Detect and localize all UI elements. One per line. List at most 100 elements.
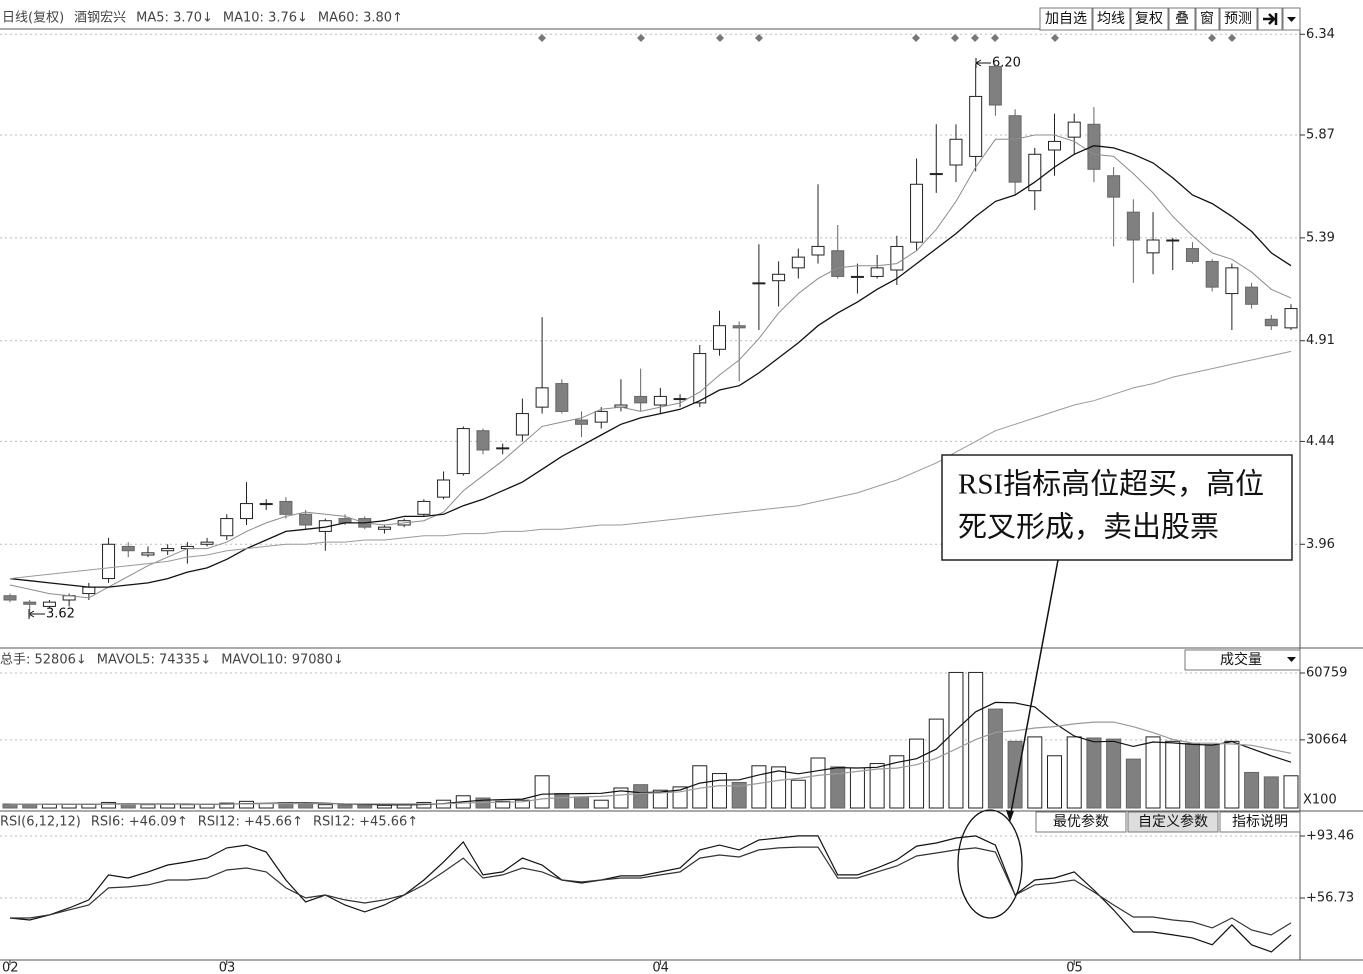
line-series (9, 350, 1292, 580)
y-tick-label: 4.44 (1306, 434, 1335, 449)
candle-body (1245, 286, 1259, 305)
toolbar-button[interactable] (1219, 7, 1258, 31)
low-label: 3.62 (46, 607, 75, 622)
toolbar-button[interactable] (1092, 7, 1131, 31)
y-tick-label: +93.46 (1306, 829, 1354, 844)
candle-body (1284, 308, 1298, 329)
candle-body (870, 267, 884, 277)
indicator-button[interactable] (1219, 811, 1301, 833)
y-tick-label: 6.34 (1306, 27, 1335, 42)
volume-bar (790, 779, 806, 809)
candle-body (988, 65, 1002, 106)
icon-dropdown (1287, 17, 1296, 22)
legend-text: RSI(6,12,12) (0, 815, 81, 830)
legend-text: 总手: 52806↓ (0, 653, 87, 668)
volume-bar (337, 804, 353, 809)
candle-body (791, 256, 805, 269)
icon-jump (1263, 13, 1278, 25)
candle-body (279, 500, 293, 515)
candle-body (969, 95, 983, 157)
candle-body (417, 500, 431, 515)
candle-body (673, 398, 687, 401)
signal-marker (538, 34, 546, 42)
volume-bar (869, 763, 885, 809)
volume-bar (1125, 758, 1141, 809)
volume-bar (1184, 743, 1200, 809)
callout-text: RSI指标高位超买，高位 (958, 468, 1264, 501)
candle-body (653, 395, 667, 406)
indicator-button[interactable] (1035, 811, 1127, 833)
legend-text: MAVOL5: 74335↓ (97, 653, 211, 668)
candle-body (910, 183, 924, 243)
signal-marker (912, 34, 920, 42)
candle-body (1048, 140, 1062, 151)
volume-bar (593, 799, 609, 809)
volume-bar (298, 803, 314, 809)
volume-bar (751, 765, 767, 809)
candle-body (239, 503, 253, 520)
candle-body (1205, 260, 1219, 288)
candle-body (200, 541, 214, 545)
candle-body (555, 383, 569, 412)
callout-text: 死叉形成，卖出股票 (958, 511, 1219, 544)
candle-body (575, 419, 589, 425)
callout-pointer (1009, 559, 1059, 819)
candle-body (121, 545, 135, 552)
candle-body (1067, 121, 1081, 138)
volume-bar (554, 793, 570, 809)
volume-bar (160, 803, 176, 809)
candle-body (476, 430, 490, 451)
signal-marker (1208, 34, 1216, 42)
candle-body (161, 548, 175, 552)
y-tick-label: 3.96 (1306, 537, 1335, 552)
volume-bar (1066, 736, 1082, 809)
candle-body (496, 447, 510, 450)
toolbar-label: 复权 (1135, 10, 1163, 27)
toolbar-label: 预测 (1224, 11, 1252, 27)
callout: RSI指标高位超买，高位 死叉形成，卖出股票 (941, 454, 1293, 919)
x-tick-label: 05 (1066, 961, 1083, 974)
candle-body (949, 138, 963, 166)
candle-body (299, 513, 313, 526)
volume-bar (238, 800, 254, 809)
candle-body (1008, 115, 1022, 183)
candle-body (1146, 239, 1160, 254)
volume-bar (1165, 740, 1181, 809)
callout-arrowhead (1006, 810, 1014, 822)
line-series (9, 145, 1292, 588)
volume-bar (140, 804, 156, 809)
toolbar-button[interactable] (1168, 7, 1196, 31)
plots: 6.34 5.87 5.39 4.91 4.44 3.96 02 03 04 05 日线(复权) 酒钢… (0, 10, 1354, 974)
toolbar-label: 叠 (1175, 11, 1189, 27)
candle-body (220, 518, 234, 537)
volume-bar (22, 804, 38, 809)
toolbar-button[interactable] (1195, 7, 1220, 31)
signal-marker (716, 34, 724, 42)
legend-text: RSI6: +46.09↑ (91, 815, 188, 830)
legend-text: RSI12: +45.66↑ (198, 815, 303, 830)
volume-bar (376, 804, 392, 809)
callout-box (941, 454, 1293, 561)
volume-bar (1263, 776, 1279, 809)
volume-bar (849, 767, 865, 809)
signal-markers (538, 34, 1236, 42)
y-tick-label: 5.39 (1306, 230, 1335, 245)
volume-bar (633, 784, 649, 809)
candle-body (1028, 153, 1042, 192)
volume-bar (652, 789, 668, 809)
toolbar-button[interactable] (1130, 7, 1169, 31)
signal-marker (971, 34, 979, 42)
candle-body (23, 601, 37, 605)
signal-marker (1051, 34, 1059, 42)
selector-label: 成交量 (1220, 651, 1262, 668)
volume-bar (1047, 755, 1063, 809)
line-series (10, 846, 1292, 936)
toolbar-button[interactable] (1039, 7, 1093, 31)
volume-bar (948, 671, 964, 809)
volume-bar (61, 803, 77, 809)
indicator-selector[interactable] (1184, 649, 1301, 671)
low-arrow (28, 609, 45, 619)
x-tick-label: 02 (2, 961, 19, 974)
indicator-button[interactable] (1127, 811, 1219, 833)
